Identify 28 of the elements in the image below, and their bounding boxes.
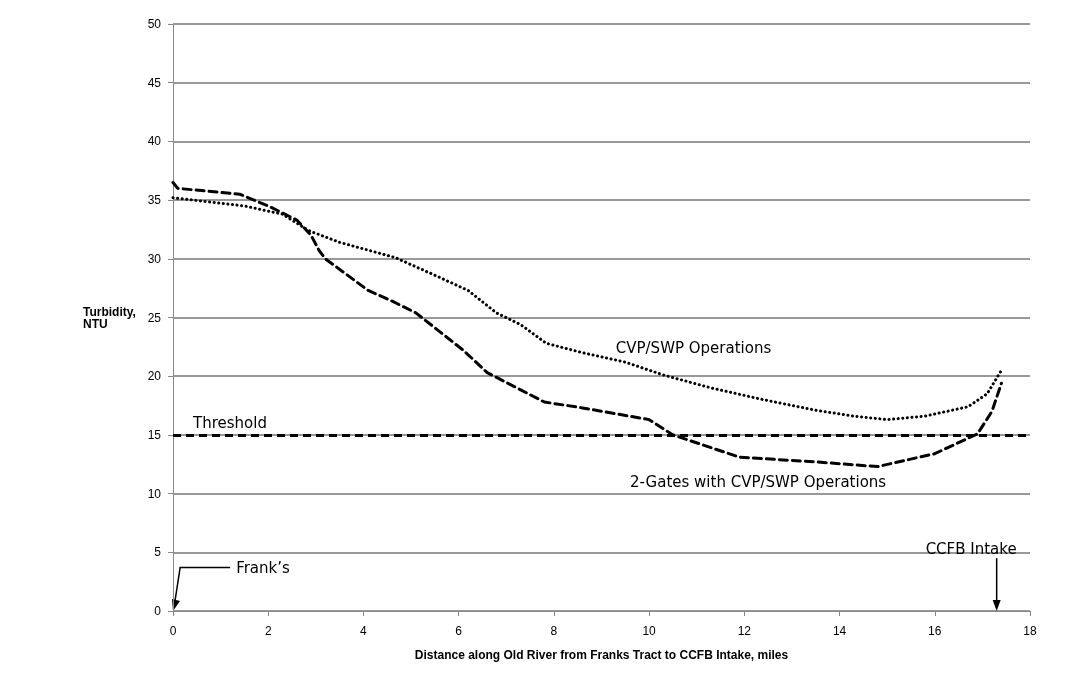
y-tick-label: 40 bbox=[147, 134, 162, 149]
series-label: 2-Gates with CVP/SWP Operations bbox=[630, 472, 887, 491]
x-tick-label: 8 bbox=[550, 624, 558, 638]
y-tick-label: 0 bbox=[154, 604, 162, 618]
x-tick-label: 0 bbox=[169, 624, 177, 638]
y-tick-label: 5 bbox=[154, 545, 162, 560]
y-tick-label: 30 bbox=[147, 251, 162, 266]
x-tick-label: 10 bbox=[642, 624, 657, 638]
y-tick-label: 45 bbox=[147, 75, 162, 90]
y-tick-label: 35 bbox=[147, 193, 162, 208]
y-tick-label: 20 bbox=[147, 369, 162, 384]
y-tick-label: 15 bbox=[147, 427, 162, 442]
series-label: CVP/SWP Operations bbox=[615, 339, 772, 358]
x-tick-label: 2 bbox=[264, 624, 272, 638]
ref-line-label: Threshold bbox=[192, 414, 267, 433]
x-tick-label: 18 bbox=[1023, 624, 1037, 638]
x-tick-label: 16 bbox=[928, 624, 942, 638]
y-axis-title: Turbidity, NTU bbox=[83, 304, 136, 331]
x-tick-label: 14 bbox=[832, 624, 847, 638]
y-tick-label: 50 bbox=[147, 17, 162, 31]
y-tick-label: 25 bbox=[147, 310, 162, 325]
x-tick-label: 4 bbox=[360, 624, 368, 638]
x-tick-label: 12 bbox=[737, 624, 752, 638]
x-tick-label: 6 bbox=[455, 624, 463, 638]
x-axis-title: Distance along Old River from Franks Tract to CCFB Intake, miles bbox=[414, 648, 789, 662]
annotation: CCFB Intake bbox=[925, 539, 1017, 558]
annotation: Frank’s bbox=[236, 558, 290, 577]
y-tick-label: 10 bbox=[147, 486, 162, 501]
